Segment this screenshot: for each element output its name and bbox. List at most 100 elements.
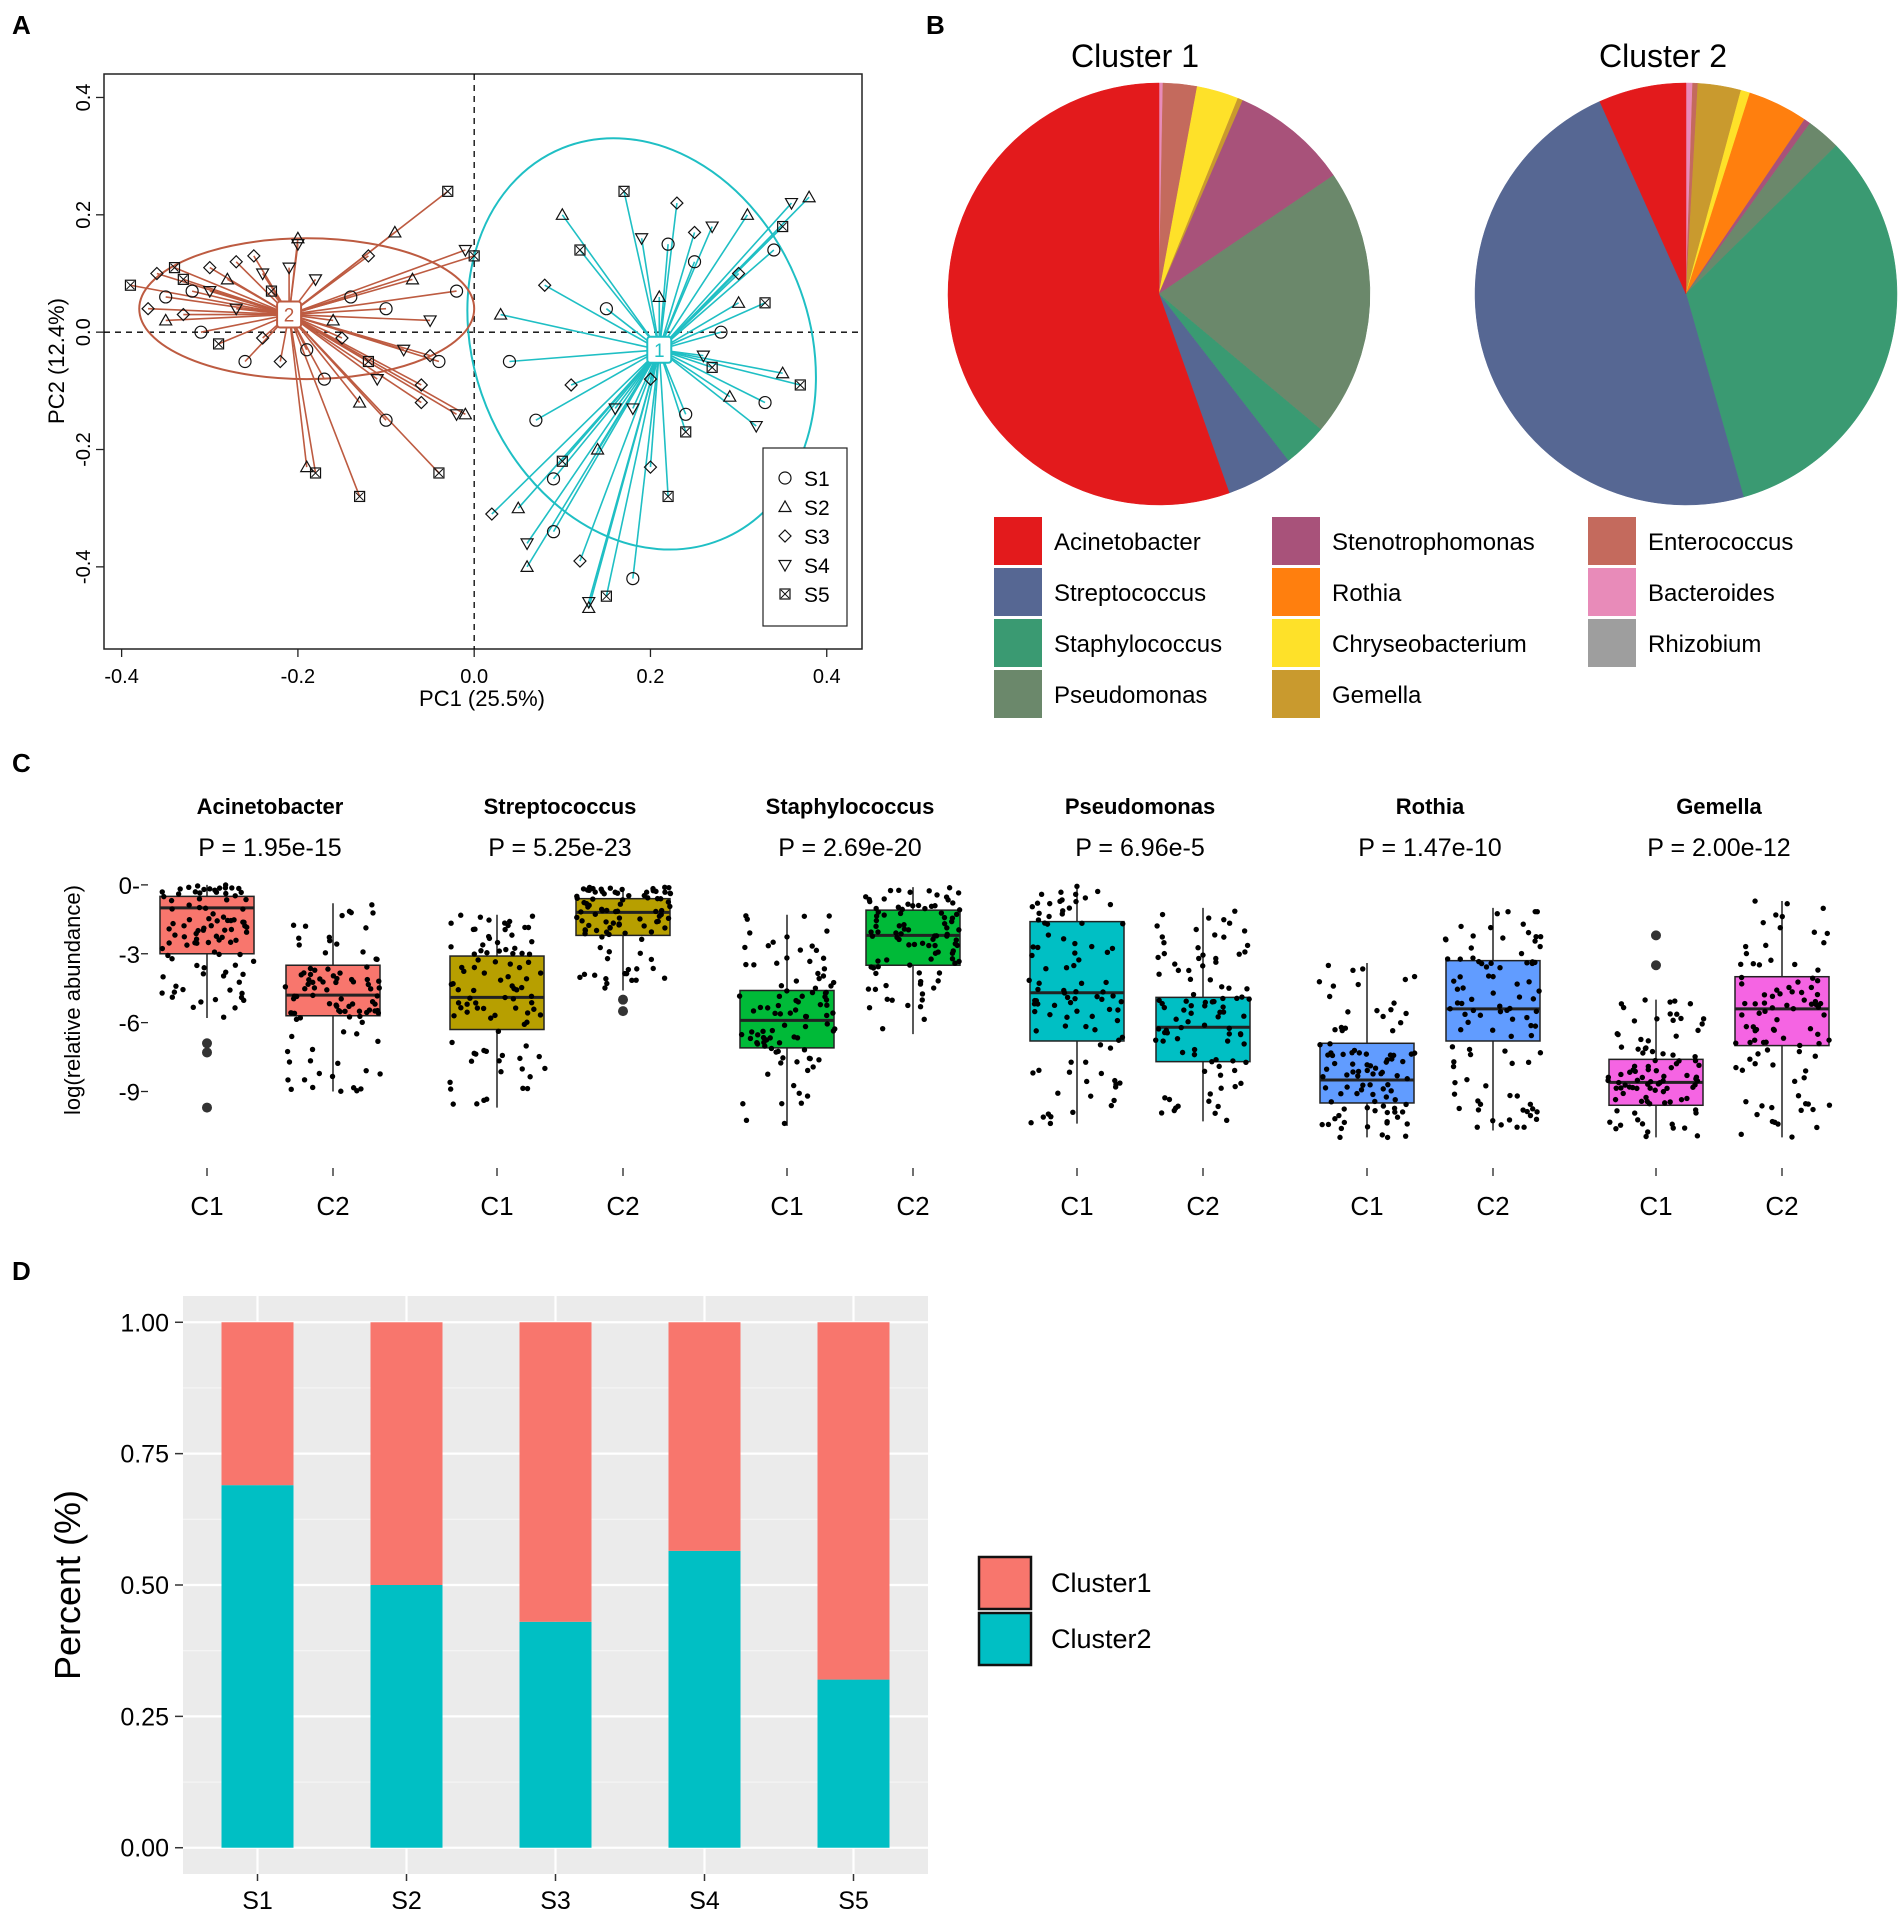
box-jitter-point: [1807, 1026, 1814, 1032]
box-jitter-point: [359, 1019, 365, 1025]
box-jitter-point: [472, 926, 478, 932]
pca-y-tick-label: 0.0: [73, 318, 95, 346]
box-jitter-point: [889, 997, 895, 1003]
box-jitter-point: [873, 913, 880, 919]
pca-x-tick-label: 0.4: [813, 666, 841, 688]
box-jitter-point: [449, 1039, 455, 1046]
box-jitter-point: [1351, 1047, 1358, 1054]
box-jitter-point: [1211, 998, 1217, 1005]
box-jitter-point: [1360, 1082, 1366, 1088]
pca-point-box: [468, 250, 480, 262]
box-jitter-point: [159, 945, 166, 952]
box-jitter-point: [196, 896, 203, 902]
box-jitter-point: [666, 884, 672, 891]
pie-legend-label: Pseudomonas: [1054, 682, 1207, 709]
box-jitter-point: [302, 923, 309, 929]
box-jitter-point: [510, 950, 516, 957]
pca-point: [794, 379, 806, 391]
box-jitter-point: [933, 933, 940, 939]
box-jitter-point: [1760, 1039, 1767, 1046]
box-jitter-point: [820, 955, 827, 961]
box-jitter-point: [1516, 994, 1523, 1000]
box-jitter-point: [455, 987, 461, 993]
box-jitter-point: [1212, 932, 1218, 938]
box-jitter-point: [492, 1012, 498, 1019]
box-jitter-point: [650, 965, 656, 972]
box-jitter-point: [286, 1059, 293, 1065]
box-jitter-point: [816, 975, 822, 982]
box-jitter-point: [356, 1008, 363, 1014]
pca-x-ticks: -0.4 -0.2 0.0 0.2 0.4: [104, 649, 841, 688]
box-jitter-point: [376, 978, 382, 984]
pie-legend-swatch: [1272, 670, 1320, 718]
box-jitter-point: [1450, 1063, 1457, 1070]
box-jitter-point: [1692, 1082, 1698, 1088]
box-jitter-point: [1815, 967, 1821, 973]
box-jitter-point: [458, 912, 464, 918]
box-jitter-point: [536, 1053, 542, 1060]
box-jitter-point: [1175, 967, 1182, 974]
box-jitter-point: [654, 919, 660, 925]
box-jitter-point: [824, 1021, 830, 1027]
pie-slice-staphylococcus: [1685, 145, 1898, 498]
box-jitter-point: [581, 971, 588, 978]
box-jitter-point: [943, 894, 950, 900]
box-jitter-point: [464, 1001, 470, 1007]
box-jitter-point: [950, 948, 956, 954]
box-jitter-point: [779, 1100, 785, 1107]
box-jitter-point: [1824, 930, 1830, 937]
box-jitter-point: [1534, 1109, 1540, 1115]
box-jitter-point: [474, 1101, 480, 1107]
pca-point: [168, 262, 181, 274]
box-jitter-point: [801, 913, 808, 919]
box-jitter-point: [1692, 1053, 1698, 1060]
box-jitter-point: [450, 1101, 456, 1107]
box-jitter-point: [1527, 1112, 1534, 1119]
pca-point: [706, 361, 718, 373]
box-jitter-point: [223, 897, 230, 903]
box-jitter-point: [938, 910, 945, 916]
box-jitter-point: [1533, 933, 1539, 940]
box-jitter-point: [509, 932, 515, 938]
pie-cluster-2-title: Cluster 2: [1599, 38, 1727, 74]
box-jitter-point: [946, 885, 953, 891]
box-jitter-point: [1537, 1050, 1544, 1056]
pca-point-cross: [355, 492, 364, 501]
box-jitter-point: [1808, 1001, 1815, 1007]
pca-point: [317, 372, 331, 386]
box-jitter-point: [612, 889, 618, 895]
box-jitter-point: [338, 1088, 344, 1094]
box-jitter-point: [370, 910, 376, 916]
box-y-tick-label: -6: [119, 1011, 140, 1038]
box-jitter-point: [1490, 973, 1496, 980]
box-jitter-point: [936, 970, 943, 976]
box-jitter-point: [863, 894, 869, 900]
box-jitter-point: [1370, 1071, 1376, 1077]
box-jitter-point: [1814, 991, 1821, 998]
box-jitter-point: [592, 911, 599, 917]
box-jitter-point: [1618, 1071, 1624, 1078]
pca-point: [458, 407, 473, 420]
box-jitter-point: [375, 1010, 382, 1016]
box-jitter-point: [455, 1000, 462, 1006]
box-jitter-point: [1639, 1074, 1646, 1081]
box-jitter-point: [1693, 1110, 1699, 1116]
pca-point-cross: [707, 363, 717, 372]
pca-point-cross: [443, 186, 453, 196]
box-jitter-point: [208, 922, 214, 929]
box-jitter-point: [186, 916, 193, 923]
pca-point: [433, 467, 445, 479]
pca-point: [529, 413, 543, 427]
box-jitter-point: [919, 991, 926, 997]
box-jitter-point: [1652, 1057, 1658, 1064]
box-jitter-point: [173, 983, 179, 989]
box-jitter-point: [1107, 1045, 1114, 1051]
box-jitter-point: [1331, 1060, 1338, 1067]
pca-point: [379, 413, 393, 427]
box-jitter-point: [875, 958, 881, 964]
pca-spoke: [288, 313, 422, 404]
box-jitter-point: [1459, 1000, 1465, 1007]
box-jitter-point: [1212, 1110, 1218, 1116]
pca-x-tick-label: -0.4: [104, 666, 138, 688]
pca-spoke: [288, 314, 387, 421]
